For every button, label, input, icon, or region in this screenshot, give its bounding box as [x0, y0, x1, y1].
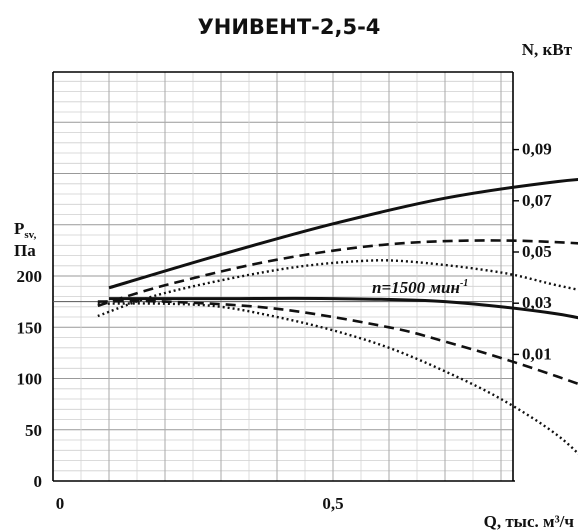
x-tick-label: 0,5 — [322, 494, 343, 513]
pressure-axis-label: Psv, — [14, 219, 37, 241]
curves — [97, 177, 578, 456]
power-axis-label: N, кВт — [522, 40, 573, 59]
pressure-tick-label: 100 — [17, 370, 43, 389]
pressure-axis-unit: Па — [14, 241, 36, 260]
power-tick-label: 0,09 — [522, 140, 552, 159]
power-curve-4 — [108, 177, 578, 290]
pressure-axis-label-main: P — [14, 219, 24, 238]
x-axis-label: Q, тыс. м³/ч — [484, 512, 575, 530]
speed-annotation-superscript: -1 — [460, 278, 468, 289]
speed-annotation-text: n=1500 мин — [372, 278, 460, 297]
pressure-tick-label: 150 — [17, 318, 43, 337]
pressure-axis-label-sub: sv, — [24, 229, 36, 241]
pressure-curve-5 — [97, 299, 578, 386]
axis-labels: 00,511,50501001502000,010,030,050,070,09… — [17, 140, 553, 513]
power-tick-label: 0,05 — [522, 242, 552, 261]
pressure-curve-4 — [109, 296, 578, 320]
power-tick-label: 0,07 — [522, 191, 552, 210]
chart-title: УНИВЕНТ-2,5-4 — [198, 15, 381, 39]
speed-annotation: n=1500 мин-1 — [372, 278, 468, 297]
power-tick-label: 0,03 — [522, 293, 552, 312]
power-tick-label: 0,01 — [522, 344, 552, 363]
pressure-curve-6 — [97, 302, 578, 456]
power-curve-5 — [97, 239, 578, 308]
power-curve-6 — [97, 259, 578, 318]
pressure-tick-label: 0 — [34, 472, 43, 491]
pressure-tick-label: 200 — [17, 267, 43, 286]
grid — [52, 72, 513, 482]
pressure-tick-label: 50 — [25, 421, 42, 440]
x-tick-label: 0 — [56, 494, 65, 513]
